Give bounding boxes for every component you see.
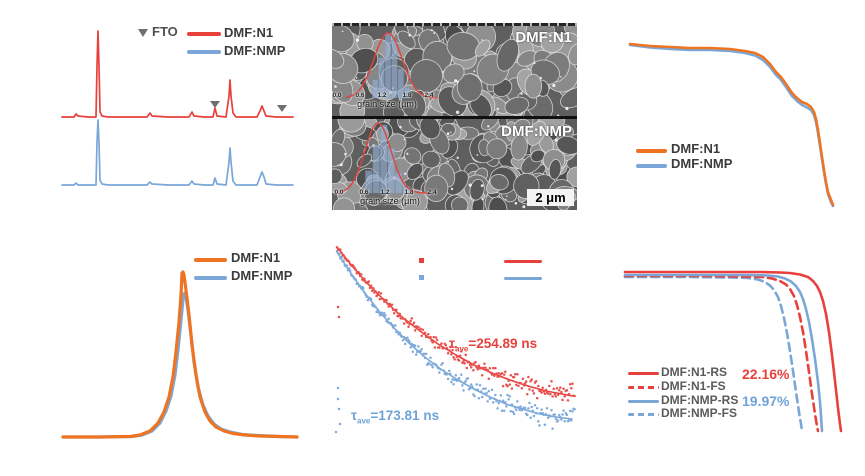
- pl-legend-label-nmp: DMF:NMP: [231, 268, 293, 283]
- grain-size-histogram-top: [345, 32, 438, 99]
- abs-legend-label-n1: DMF:N1: [671, 141, 721, 156]
- tau-annotation-n1: τave=254.89 ns: [449, 336, 537, 354]
- jv-line-n1-rs: [628, 372, 659, 375]
- grain-size-tick: 2.4: [427, 189, 437, 196]
- grain-size-histogram-bottom: [337, 122, 429, 194]
- grain-size-tick: 0.0: [332, 92, 342, 99]
- grain-size-tick: 2.4: [424, 92, 434, 99]
- jv-line-nmp-fs: [628, 413, 659, 416]
- sem-images-panel: DMF:N1 DMF:NMP 0.0 0.6 1.2 1.8 2.4 0.0 0.6 1.2…: [332, 23, 577, 210]
- pl-legend-label-n1: DMF:N1: [231, 250, 281, 265]
- trpl-marker-red-icon: [419, 258, 424, 263]
- xrd-legend-line-n1: [187, 32, 221, 36]
- grain-size-xlabel-bottom: grain size (μm): [360, 196, 420, 206]
- grain-size-tick: 1.2: [380, 189, 390, 196]
- tau-value: =254.89 ns: [468, 336, 538, 351]
- fto-marker-icon: [138, 29, 148, 37]
- tau-sub: ave: [357, 416, 371, 426]
- tau-value: =173.81 ns: [370, 408, 440, 423]
- jv-label-n1-rs: DMF:N1-RS: [661, 365, 727, 379]
- grain-size-tick: 1.8: [404, 189, 414, 196]
- jv-label-nmp-rs: DMF:NMP-RS: [661, 393, 739, 407]
- sem-top-info-bar: [332, 23, 577, 26]
- abs-legend-label-nmp: DMF:NMP: [671, 156, 733, 171]
- abs-legend-line-n1: [636, 149, 667, 153]
- trpl-fitline-red: [504, 260, 542, 263]
- grain-size-tick: 0.6: [355, 92, 365, 99]
- xrd-legend-label-nmp: DMF:NMP: [224, 43, 286, 58]
- fto-label: FTO: [152, 24, 178, 39]
- xrd-legend-label-n1: DMF:N1: [224, 25, 274, 40]
- pl-legend-line-nmp: [194, 276, 227, 280]
- jv-line-nmp-rs: [628, 400, 659, 403]
- pce-value-n1: 22.16%: [742, 366, 790, 382]
- pl-legend-line-n1: [194, 258, 227, 262]
- sem-image-dmf-nmp: [332, 119, 577, 210]
- tau-symbol: τ: [351, 408, 358, 423]
- sem-label-dmf-n1: DMF:N1: [515, 29, 572, 46]
- tau-symbol: τ: [449, 336, 456, 351]
- trpl-fitline-blue: [504, 277, 542, 280]
- tau-sub: ave: [455, 344, 469, 354]
- pce-value-nmp: 19.97%: [742, 393, 790, 409]
- grain-size-tick: 0.6: [359, 189, 369, 196]
- sem-divider: [332, 116, 577, 119]
- grain-size-tick: 1.8: [402, 92, 412, 99]
- scale-bar-label: 2 μm: [527, 189, 574, 206]
- abs-legend-line-nmp: [636, 164, 667, 168]
- grain-size-tick: 1.2: [377, 92, 387, 99]
- sem-image-dmf-n1: [332, 26, 577, 116]
- jv-line-n1-fs: [628, 386, 659, 389]
- grain-size-xlabel-top: grain size (μm): [357, 99, 417, 109]
- grain-size-tick: 0.0: [334, 189, 344, 196]
- tau-annotation-nmp: τave=173.81 ns: [351, 408, 439, 426]
- jv-label-nmp-fs: DMF:NMP-FS: [661, 406, 737, 420]
- trpl-marker-blue-icon: [419, 275, 424, 280]
- jv-label-n1-fs: DMF:N1-FS: [661, 379, 726, 393]
- sem-label-dmf-nmp: DMF:NMP: [501, 123, 572, 140]
- xrd-legend-line-nmp: [187, 50, 221, 54]
